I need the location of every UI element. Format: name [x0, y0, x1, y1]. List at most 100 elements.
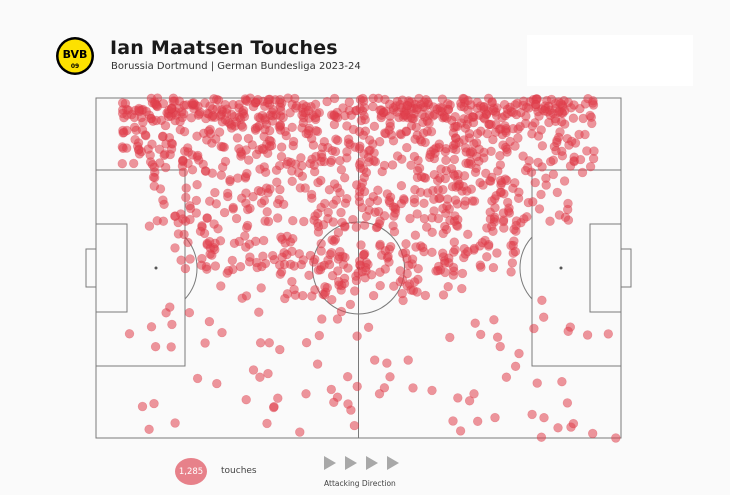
touch-point — [363, 322, 374, 332]
touch-point — [522, 162, 533, 173]
touch-point — [562, 398, 573, 408]
touch-point — [241, 395, 251, 405]
touch-point — [538, 312, 549, 322]
touch-point — [227, 255, 238, 266]
touch-point — [244, 155, 254, 165]
touch-point — [548, 155, 558, 165]
touch-point — [412, 104, 422, 115]
touch-point — [251, 149, 262, 160]
touch-point — [490, 194, 500, 204]
touch-point — [466, 184, 476, 194]
touch-point — [201, 262, 212, 272]
touch-point — [453, 393, 463, 403]
bvb-logo-icon: BVB 09 — [56, 37, 94, 75]
touch-point — [459, 135, 469, 145]
left-penalty-spot — [154, 266, 158, 270]
touch-point — [137, 401, 148, 412]
touch-point — [185, 203, 196, 214]
touch-point — [288, 136, 299, 147]
touch-point — [202, 238, 212, 249]
touch-point — [287, 246, 297, 257]
touch-point — [469, 389, 479, 399]
touch-point — [360, 114, 370, 125]
touch-point — [502, 144, 512, 155]
touch-point — [493, 166, 503, 176]
touch-point — [585, 162, 596, 172]
touch-point — [219, 207, 230, 218]
touch-point — [506, 240, 516, 251]
logo-text-top: BVB — [63, 48, 88, 61]
touch-point — [408, 383, 418, 393]
touch-point — [499, 99, 510, 110]
touch-point — [548, 169, 559, 180]
touch-point — [563, 326, 573, 336]
touch-point — [307, 193, 317, 203]
touch-point — [510, 178, 520, 188]
touch-point — [403, 355, 413, 365]
touch-point — [484, 239, 494, 250]
touch-point — [352, 331, 362, 341]
touch-point — [214, 127, 225, 137]
touch-point — [287, 122, 297, 133]
touch-point — [385, 99, 395, 109]
touch-point — [429, 194, 439, 205]
touch-point — [496, 178, 507, 188]
touch-point — [443, 282, 453, 292]
touch-point — [329, 111, 339, 121]
touch-point — [562, 204, 573, 215]
touch-point — [336, 207, 346, 218]
touch-point — [350, 286, 360, 296]
touch-point — [410, 185, 420, 195]
touch-point — [503, 206, 514, 216]
touch-point — [342, 153, 352, 163]
touch-point — [539, 413, 549, 423]
touch-point — [150, 99, 160, 109]
touch-point — [158, 131, 168, 141]
touch-point — [299, 216, 309, 227]
touch-point — [396, 198, 406, 209]
touch-point — [385, 372, 395, 382]
touch-point — [486, 176, 496, 186]
touch-point — [225, 175, 235, 185]
touch-point — [184, 308, 195, 318]
touch-point — [287, 276, 297, 287]
touch-point — [578, 113, 588, 124]
touch-point — [263, 368, 273, 379]
touch-point — [327, 295, 337, 305]
touch-point — [375, 239, 385, 250]
touch-point — [447, 115, 457, 126]
touch-point — [191, 195, 202, 206]
touch-point — [492, 332, 503, 342]
touch-point — [336, 306, 347, 317]
touch-point — [536, 432, 547, 442]
touch-point — [273, 393, 283, 403]
touch-point — [316, 239, 326, 249]
touch-point — [220, 99, 230, 110]
touch-point — [448, 416, 458, 426]
center-circle — [312, 221, 405, 315]
touch-point — [179, 126, 190, 137]
touch-point — [438, 203, 448, 214]
touch-point — [310, 99, 321, 110]
touch-point — [333, 227, 344, 238]
touch-point — [277, 142, 287, 152]
touch-point — [295, 427, 305, 437]
touch-point — [454, 179, 464, 189]
touch-point — [308, 257, 319, 267]
right-penalty-spot — [559, 266, 563, 270]
touch-point — [311, 114, 321, 125]
touch-point — [440, 258, 450, 268]
touch-point — [351, 271, 361, 281]
touch-point — [482, 129, 492, 139]
touch-point — [426, 126, 437, 137]
touch-point — [409, 151, 420, 162]
touch-point — [242, 168, 252, 179]
touch-point — [232, 133, 243, 143]
chart-subtitle: Borussia Dortmund | German Bundesliga 20… — [111, 61, 361, 72]
touch-point — [332, 392, 343, 402]
touch-point — [413, 264, 423, 274]
touch-point — [427, 227, 437, 238]
touch-point — [272, 177, 282, 187]
touch-point — [248, 365, 259, 375]
touch-point — [357, 203, 367, 213]
